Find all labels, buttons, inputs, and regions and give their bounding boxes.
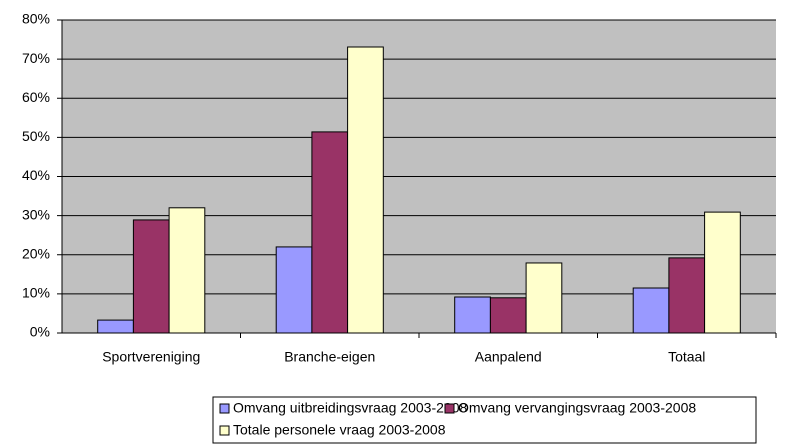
y-tick-label: 70%	[22, 50, 50, 66]
bar	[168, 207, 206, 334]
bar	[525, 262, 563, 334]
bar	[311, 131, 349, 334]
x-tick-label: Aanpalend	[475, 349, 542, 365]
y-tick-label: 30%	[22, 206, 50, 222]
bar	[632, 287, 670, 334]
legend-label: Omvang uitbreidingsvraag 2003-2008	[233, 400, 467, 416]
legend-swatch	[219, 425, 230, 436]
y-tick-label: 10%	[22, 285, 50, 301]
legend-box	[212, 396, 757, 444]
legend-label: Totale personele vraag 2003-2008	[233, 422, 446, 438]
y-tick-label: 0%	[30, 324, 50, 340]
bar	[489, 297, 527, 334]
y-tick-label: 50%	[22, 128, 50, 144]
bar	[668, 257, 706, 334]
legend-swatch	[444, 403, 455, 414]
bar	[704, 211, 741, 334]
x-tick-label: Branche-eigen	[284, 349, 375, 365]
y-tick-label: 80%	[22, 11, 50, 27]
bar	[275, 246, 313, 334]
x-tick-label: Totaal	[668, 349, 705, 365]
x-tick-label: Sportvereniging	[102, 349, 200, 365]
legend-swatch	[219, 403, 230, 414]
legend-label: Omvang vervangingsvraag 2003-2008	[458, 400, 696, 416]
y-tick-label: 20%	[22, 245, 50, 261]
y-tick-label: 40%	[22, 167, 50, 183]
bar	[132, 219, 170, 334]
y-tick-label: 60%	[22, 89, 50, 105]
bar	[454, 296, 491, 334]
bar	[97, 319, 134, 334]
bar	[347, 46, 384, 334]
